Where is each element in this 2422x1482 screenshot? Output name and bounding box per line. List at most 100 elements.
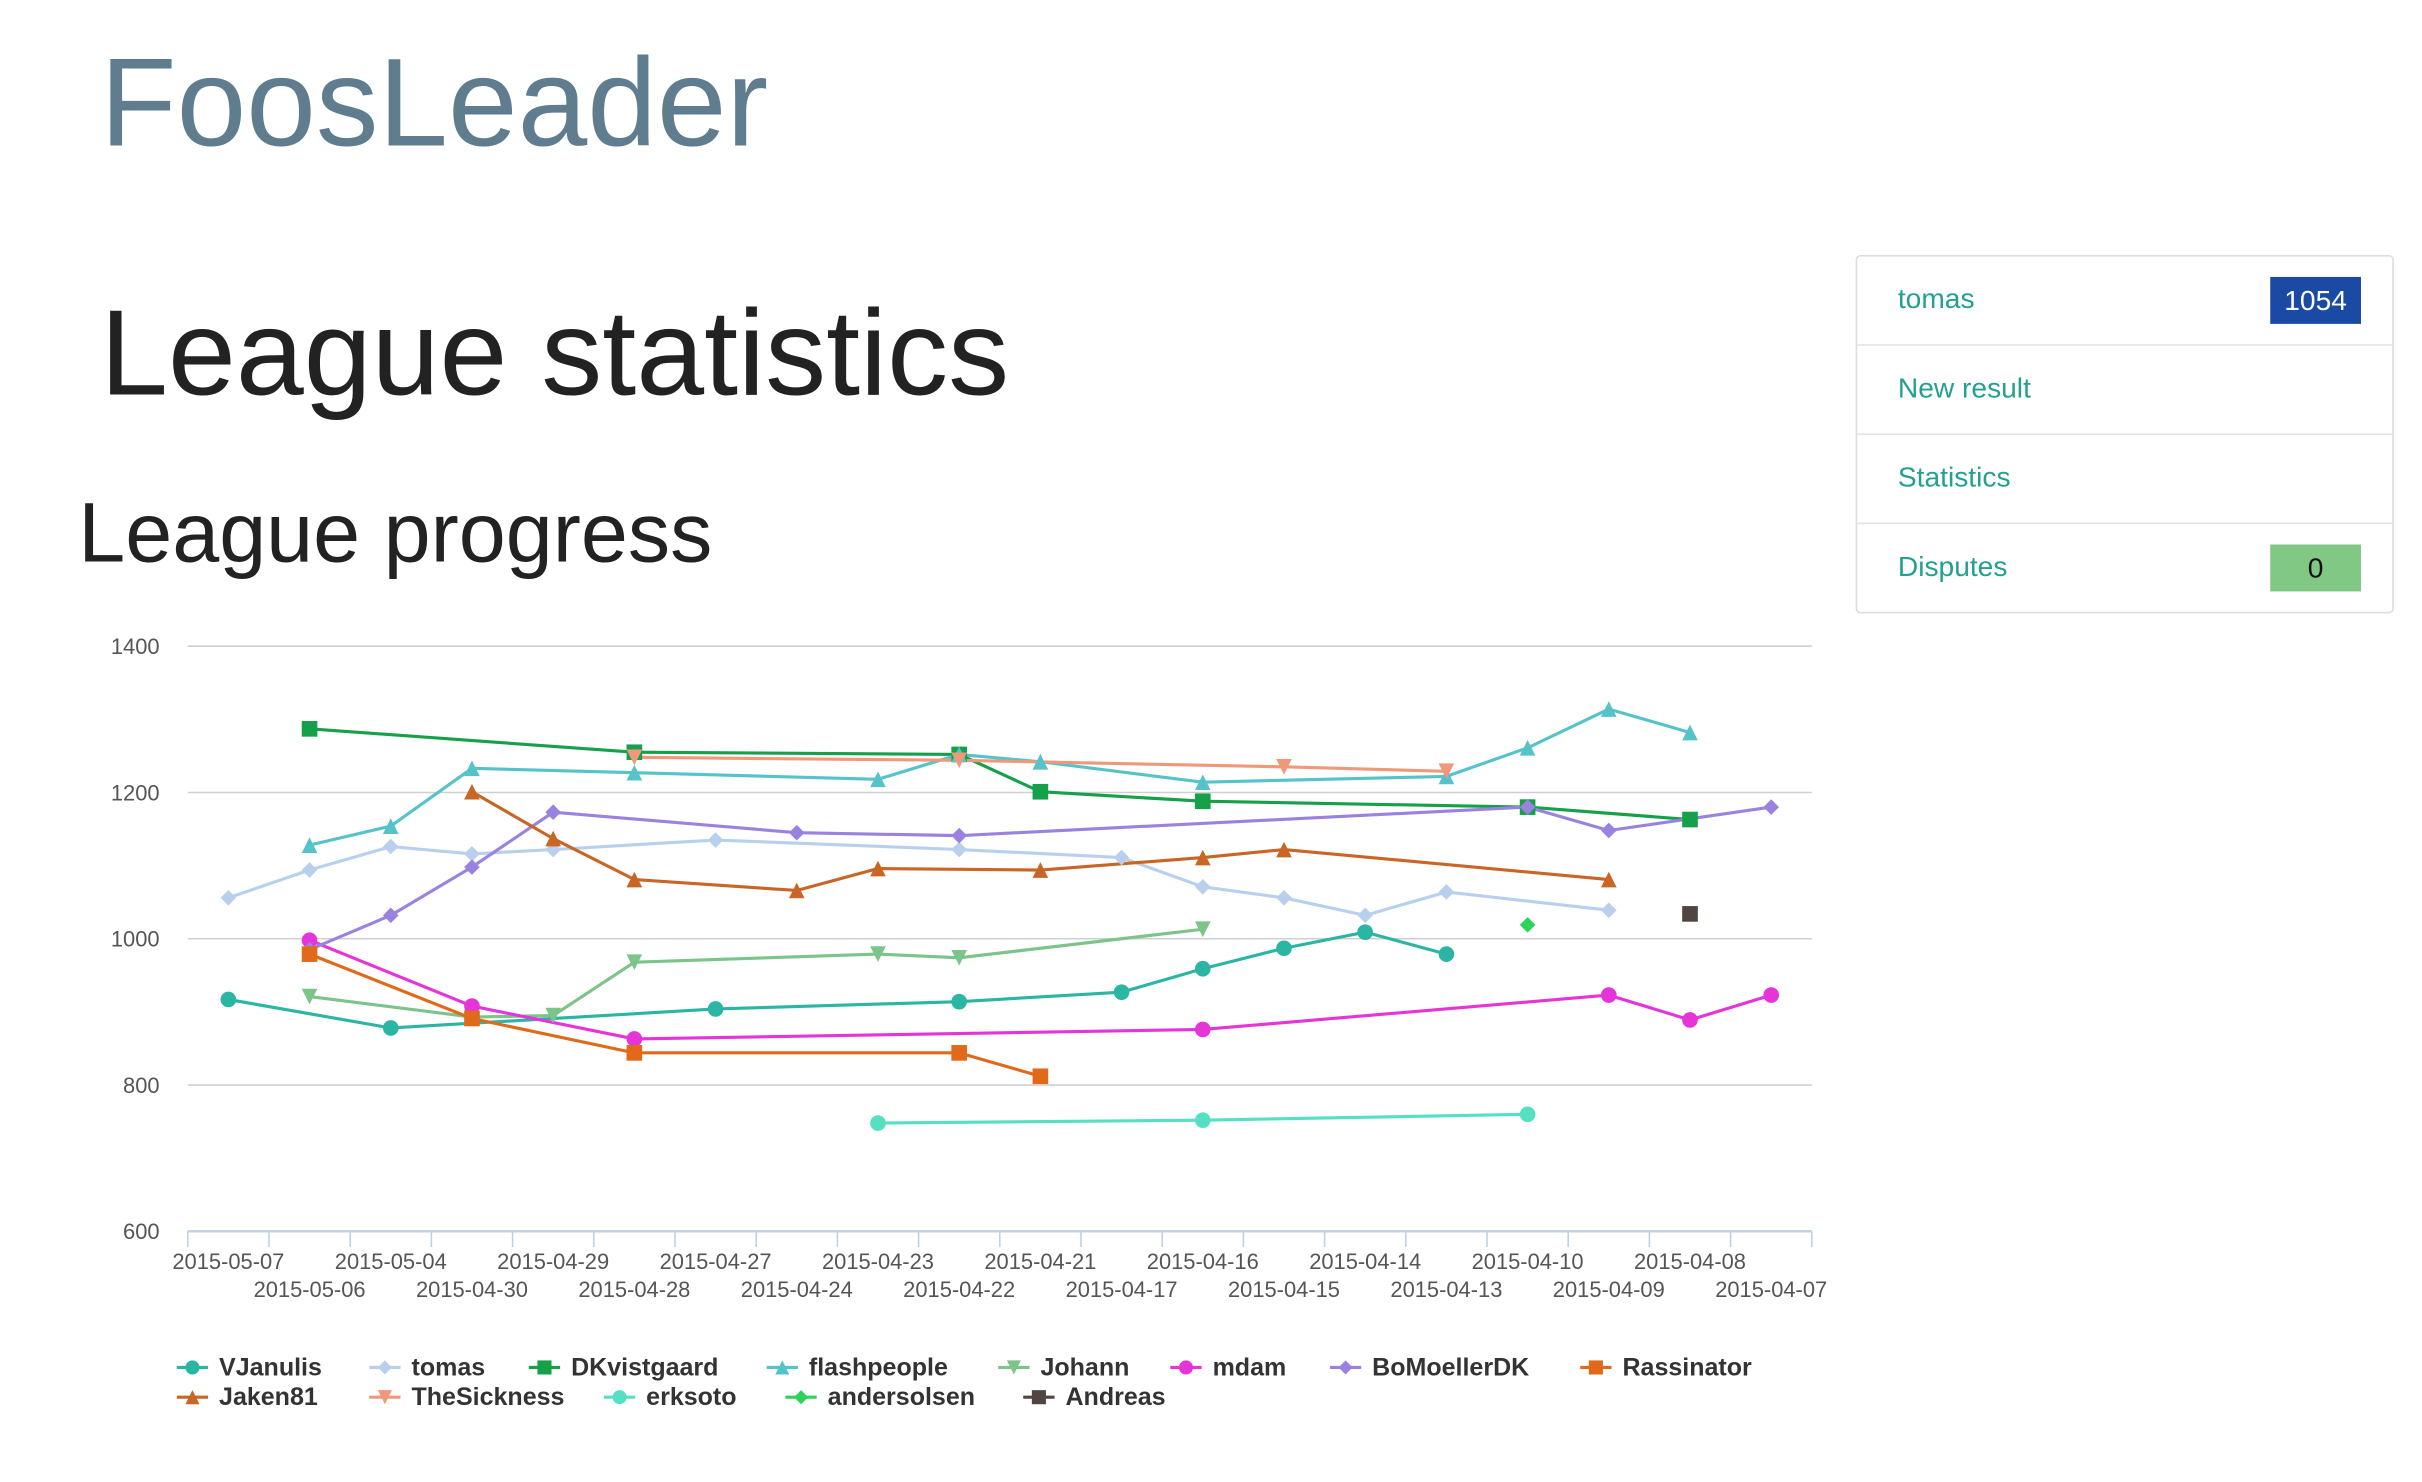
marker	[301, 721, 318, 737]
marker	[1519, 917, 1536, 933]
badge: 0	[2270, 544, 2361, 592]
line-segment	[309, 845, 392, 872]
line-segment	[634, 750, 960, 756]
marker	[464, 998, 480, 1014]
marker	[1194, 849, 1211, 866]
line-segment	[634, 771, 879, 781]
line-segment	[390, 845, 473, 856]
line-segment	[959, 805, 1528, 838]
line-segment	[1202, 799, 1528, 809]
line-segment	[959, 847, 1122, 860]
x-tick-label: 2015-04-29	[497, 1249, 609, 1274]
line-segment	[227, 868, 311, 900]
marker	[1032, 783, 1049, 800]
nav-item[interactable]: New result	[1857, 344, 2393, 433]
marker	[1763, 987, 1780, 1003]
marker	[1438, 884, 1455, 900]
marker	[612, 1390, 627, 1405]
marker	[1682, 811, 1698, 828]
line-segment	[634, 755, 960, 762]
marker	[1682, 906, 1698, 922]
line-segment	[389, 865, 473, 917]
marker	[1032, 1068, 1049, 1085]
marker	[301, 837, 318, 853]
line-segment	[1608, 707, 1691, 734]
marker	[1276, 940, 1292, 957]
line-segment	[309, 727, 635, 754]
line-segment	[471, 1016, 635, 1055]
line-segment	[715, 1000, 960, 1011]
legend-label: VJanulis	[219, 1353, 322, 1381]
marker	[951, 841, 968, 858]
nav-label[interactable]: Statistics	[1897, 461, 2011, 493]
marker	[626, 749, 643, 766]
x-tick-label: 2015-04-10	[1472, 1249, 1584, 1274]
legend-label: TheSickness	[411, 1383, 564, 1411]
marker	[545, 804, 561, 821]
legend-label: erksoto	[646, 1383, 736, 1411]
nav-label[interactable]: Disputes	[1897, 550, 2008, 583]
line-segment	[228, 997, 392, 1030]
nav-item[interactable]: Statistics	[1857, 433, 2393, 522]
line-segment	[1446, 890, 1609, 912]
marker	[301, 988, 318, 1005]
nav-item[interactable]: Disputes 0	[1857, 522, 2393, 612]
line-segment	[634, 1027, 1203, 1041]
marker	[870, 771, 886, 788]
marker	[870, 860, 886, 877]
marker	[1600, 902, 1617, 919]
marker	[1357, 907, 1374, 924]
marker	[626, 1031, 643, 1047]
marker	[1194, 1021, 1211, 1038]
marker	[537, 1360, 552, 1375]
line-segment	[1202, 946, 1285, 971]
x-tick-label: 2015-04-07	[1715, 1277, 1827, 1302]
badge: 1054	[2270, 276, 2361, 324]
x-tick-label: 2015-04-17	[1066, 1277, 1178, 1302]
x-tick-label: 2015-04-28	[578, 1277, 690, 1302]
marker	[377, 1390, 392, 1405]
marker	[1600, 871, 1617, 888]
brand[interactable]: FoosLeader	[100, 32, 769, 173]
marker	[1763, 799, 1780, 815]
marker	[377, 1360, 392, 1375]
line-segment	[1202, 847, 1285, 860]
line-segment	[1283, 896, 1366, 917]
legend-label: Johann	[1040, 1353, 1129, 1381]
marker	[185, 1360, 200, 1375]
marker	[1194, 960, 1211, 977]
x-tick-label: 2015-05-06	[254, 1277, 366, 1302]
nav-label[interactable]: New result	[1897, 372, 2031, 404]
marker	[1194, 793, 1211, 810]
marker	[626, 1045, 643, 1061]
x-tick-label: 2015-04-16	[1147, 1249, 1259, 1274]
marker	[382, 818, 399, 834]
line-segment	[877, 752, 960, 781]
x-tick-label: 2015-04-08	[1634, 1249, 1746, 1274]
marker	[464, 760, 480, 777]
marker	[1194, 1112, 1211, 1128]
line-segment	[471, 766, 635, 775]
marker	[1194, 879, 1211, 895]
y-tick-label: 800	[123, 1073, 160, 1098]
x-tick-label: 2015-04-09	[1553, 1277, 1665, 1302]
marker	[1338, 1360, 1353, 1375]
line-segment	[796, 831, 960, 838]
x-tick-label: 2015-04-21	[984, 1249, 1096, 1274]
marker	[1682, 724, 1698, 741]
marker	[951, 827, 968, 844]
marker	[1276, 759, 1292, 775]
marker	[1276, 841, 1292, 858]
line-segment	[471, 810, 555, 869]
nav-label[interactable]: tomas	[1897, 283, 1975, 315]
marker	[185, 1390, 200, 1405]
line-segment	[1364, 890, 1447, 917]
nav-item[interactable]: tomas 1054	[1857, 257, 2392, 345]
line-segment	[1608, 993, 1691, 1022]
line-segment	[877, 952, 960, 960]
line-segment	[1445, 746, 1529, 778]
marker	[464, 783, 480, 800]
line-segment	[389, 767, 473, 828]
legend-label: DKvistgaard	[571, 1353, 718, 1381]
